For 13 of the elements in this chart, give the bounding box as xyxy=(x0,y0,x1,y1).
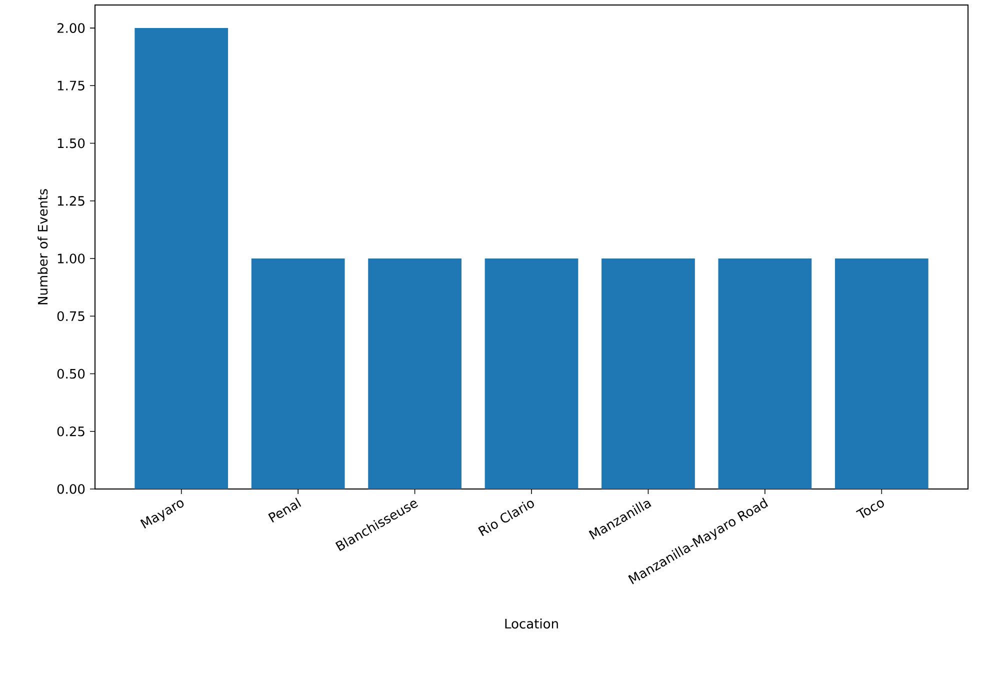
y-tick-label: 0.75 xyxy=(57,311,84,322)
x-tick-label: Rio Clario xyxy=(478,500,534,536)
y-tick-label: 1.00 xyxy=(58,254,85,264)
y-tick-label: 0.50 xyxy=(57,368,85,379)
x-tick-label: Toco xyxy=(856,500,884,518)
y-tick-label: 1.50 xyxy=(58,138,85,148)
y-axis-title: Number of Events xyxy=(38,189,48,304)
x-axis-title: Location xyxy=(505,618,558,629)
y-tick-label: 1.75 xyxy=(58,80,84,90)
y-tick-label: 1.25 xyxy=(58,196,84,206)
y-tick-label: 0.25 xyxy=(57,426,84,436)
y-tick-label: 0.00 xyxy=(57,484,85,494)
y-tick-label: 2.00 xyxy=(57,23,85,33)
